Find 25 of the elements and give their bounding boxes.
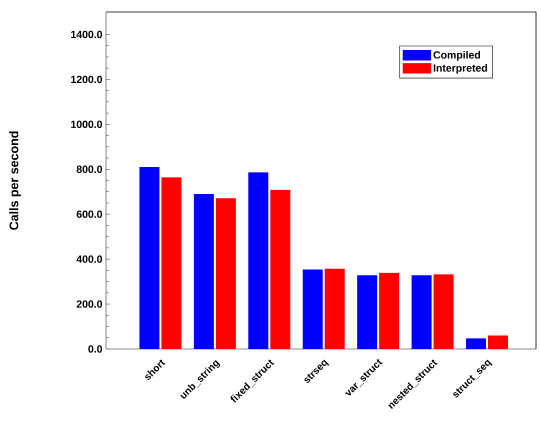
bar <box>216 198 236 349</box>
legend-label: Interpreted <box>434 64 488 74</box>
bar <box>139 167 160 349</box>
y-tick-label: 200.0 <box>76 300 102 308</box>
bar <box>324 268 345 349</box>
bar <box>248 172 268 349</box>
y-tick-label: 0.0 <box>88 345 102 353</box>
legend-label: Compiled <box>434 50 480 61</box>
bar <box>270 190 290 349</box>
bar <box>194 194 214 349</box>
y-tick-label: 1000.0 <box>71 120 102 128</box>
bar <box>488 336 508 349</box>
y-tick-label: 600.0 <box>76 210 102 218</box>
bar <box>357 275 378 349</box>
y-axis-title: Calls per second <box>9 131 21 230</box>
bar <box>466 338 486 349</box>
bar <box>434 274 454 349</box>
y-tick-label: 1200.0 <box>71 76 102 84</box>
bar <box>302 269 323 349</box>
bar <box>379 272 400 349</box>
bar <box>161 177 182 349</box>
y-tick-label: 800.0 <box>76 166 102 173</box>
y-tick-label: 400.0 <box>76 255 102 263</box>
y-tick-label: 1400.0 <box>71 30 102 38</box>
bar <box>412 275 432 349</box>
